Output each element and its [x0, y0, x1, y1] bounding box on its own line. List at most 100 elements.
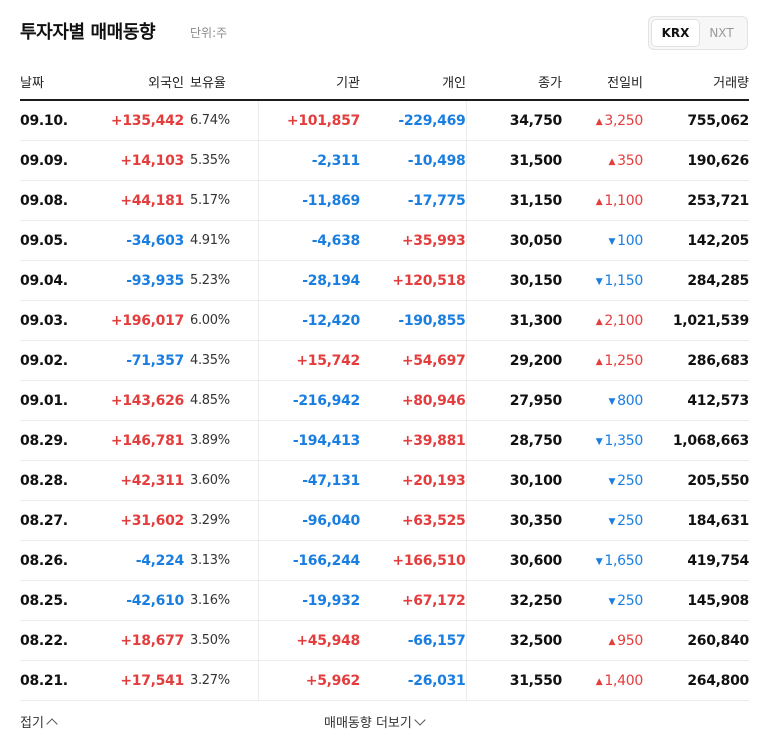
date-cell: 09.03. [20, 300, 84, 341]
change-cell: ▲ 1,250 [562, 340, 643, 381]
more-trading-label: 매매동향 더보기 [324, 716, 412, 731]
holding-cell: 6.74% [184, 100, 259, 141]
change-cell: ▼ 1,650 [562, 540, 643, 581]
individual-cell: +63,525 [360, 500, 467, 541]
institution-cell: -47,131 [258, 460, 360, 501]
individual-cell: +67,172 [360, 580, 467, 621]
volume-cell: 419,754 [643, 540, 749, 581]
foreign-cell: +31,602 [84, 500, 184, 541]
market-toggle: KRX NXT [648, 16, 748, 50]
change-cell: ▲ 2,100 [562, 300, 643, 341]
change-cell: ▼ 250 [562, 500, 643, 541]
date-cell: 08.22. [20, 620, 84, 661]
volume-cell: 264,800 [643, 660, 749, 701]
trading-table: 날짜 외국인 보유율 기관 개인 종가 전일비 거래량 09.10. +135,4… [20, 64, 749, 701]
close-cell: 31,150 [466, 180, 562, 221]
krx-toggle-button[interactable]: KRX [652, 20, 699, 46]
triangle-down-icon: ▼ [595, 276, 603, 287]
table-row: 09.02. -71,357 4.35% +15,742 +54,697 29,200 ▲ 1… [20, 340, 749, 381]
header-institution: 기관 [258, 64, 360, 101]
triangle-up-icon: ▲ [595, 116, 603, 127]
header-volume: 거래량 [643, 64, 749, 101]
header-individual: 개인 [360, 64, 466, 101]
change-cell: ▼ 100 [562, 220, 643, 261]
foreign-cell: -34,603 [84, 220, 184, 261]
date-cell: 09.09. [20, 140, 84, 181]
date-cell: 08.21. [20, 660, 84, 701]
individual-cell: +120,518 [360, 260, 467, 301]
date-cell: 09.05. [20, 220, 84, 261]
change-cell: ▲ 1,400 [562, 660, 643, 701]
date-cell: 08.27. [20, 500, 84, 541]
change-cell: ▼ 800 [562, 380, 643, 421]
volume-cell: 145,908 [643, 580, 749, 621]
institution-cell: +101,857 [258, 100, 360, 141]
individual-cell: -66,157 [360, 620, 467, 661]
foreign-cell: +42,311 [84, 460, 184, 501]
foreign-cell: -71,357 [84, 340, 184, 381]
widget-footer: 접기 매매동향 더보기 [20, 712, 749, 736]
foreign-cell: +135,442 [84, 100, 184, 141]
change-cell: ▲ 350 [562, 140, 643, 181]
header-foreign: 외국인 [84, 64, 184, 101]
table-row: 08.26. -4,224 3.13% -166,244 +166,510 30,600 ▼… [20, 540, 749, 581]
individual-cell: -10,498 [360, 140, 467, 181]
holding-cell: 4.91% [184, 220, 259, 261]
individual-cell: +39,881 [360, 420, 467, 461]
volume-cell: 286,683 [643, 340, 749, 381]
holding-cell: 3.60% [184, 460, 259, 501]
triangle-down-icon: ▼ [608, 516, 616, 527]
individual-cell: +166,510 [360, 540, 467, 581]
widget-title: 투자자별 매매동향 [20, 22, 156, 43]
change-cell: ▲ 950 [562, 620, 643, 661]
table-row: 09.03. +196,017 6.00% -12,420 -190,855 31,300… [20, 300, 749, 341]
close-cell: 30,150 [466, 260, 562, 301]
institution-cell: -12,420 [258, 300, 360, 341]
change-value: 950 [617, 632, 643, 649]
header-date: 날짜 [20, 64, 84, 101]
triangle-up-icon: ▲ [595, 196, 603, 207]
fold-button[interactable]: 접기 [20, 712, 58, 731]
chevron-up-icon [46, 718, 58, 730]
institution-cell: -216,942 [258, 380, 360, 421]
table-row: 08.27. +31,602 3.29% -96,040 +63,525 30,350 ▼ 2… [20, 500, 749, 541]
holding-cell: 5.35% [184, 140, 259, 181]
volume-cell: 260,840 [643, 620, 749, 661]
change-cell: ▲ 3,250 [562, 100, 643, 141]
nxt-toggle-button[interactable]: NXT [709, 26, 734, 40]
table-body: 09.10. +135,442 6.74% +101,857 -229,469 34,75… [20, 100, 749, 701]
foreign-cell: +196,017 [84, 300, 184, 341]
triangle-down-icon: ▼ [608, 596, 616, 607]
more-trading-button[interactable]: 매매동향 더보기 [324, 712, 426, 731]
table-row: 09.04. -93,935 5.23% -28,194 +120,518 30,150 ▼… [20, 260, 749, 301]
institution-cell: +5,962 [258, 660, 360, 701]
date-cell: 09.02. [20, 340, 84, 381]
triangle-up-icon: ▲ [608, 156, 616, 167]
close-cell: 31,500 [466, 140, 562, 181]
foreign-cell: -42,610 [84, 580, 184, 621]
holding-cell: 4.85% [184, 380, 259, 421]
volume-cell: 755,062 [643, 100, 749, 141]
change-value: 250 [617, 592, 643, 609]
change-cell: ▼ 250 [562, 460, 643, 501]
date-cell: 08.29. [20, 420, 84, 461]
foreign-cell: +17,541 [84, 660, 184, 701]
date-cell: 09.10. [20, 100, 84, 141]
widget-header: 투자자별 매매동향 단위:주 KRX NXT [20, 16, 748, 50]
foreign-cell: -93,935 [84, 260, 184, 301]
date-cell: 08.28. [20, 460, 84, 501]
change-cell: ▼ 1,350 [562, 420, 643, 461]
change-value: 100 [617, 232, 643, 249]
fold-label: 접기 [20, 716, 44, 731]
institution-cell: -194,413 [258, 420, 360, 461]
change-value: 1,250 [604, 352, 643, 369]
foreign-cell: +146,781 [84, 420, 184, 461]
table-row: 08.22. +18,677 3.50% +45,948 -66,157 32,500 ▲ 9… [20, 620, 749, 661]
triangle-up-icon: ▲ [595, 676, 603, 687]
triangle-down-icon: ▼ [608, 476, 616, 487]
change-cell: ▲ 1,100 [562, 180, 643, 221]
institution-cell: -4,638 [258, 220, 360, 261]
close-cell: 28,750 [466, 420, 562, 461]
date-cell: 08.26. [20, 540, 84, 581]
chevron-down-icon [414, 714, 426, 726]
